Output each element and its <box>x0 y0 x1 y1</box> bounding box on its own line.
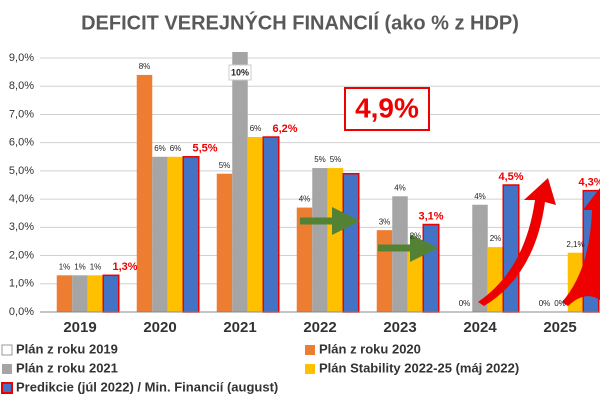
value-label: 1% <box>90 262 102 271</box>
value-label: 3% <box>379 217 391 226</box>
bar <box>216 173 233 312</box>
x-tick-label: 2021 <box>223 319 256 336</box>
legend-swatch <box>305 364 315 374</box>
callout-box <box>344 87 430 131</box>
y-tick-label: 8,0% <box>9 80 34 92</box>
arrow <box>562 188 600 306</box>
y-tick-label: 3,0% <box>9 221 34 233</box>
legend-swatch <box>2 364 12 374</box>
label-box <box>228 64 252 81</box>
legend-label: Plán z roku 2021 <box>16 360 118 375</box>
legend-swatch <box>1 382 13 394</box>
bar <box>232 52 248 312</box>
legend-swatch <box>305 345 315 355</box>
value-label: 6% <box>170 144 182 153</box>
value-label: 6% <box>250 124 262 133</box>
bar <box>182 156 200 313</box>
bar <box>167 156 184 312</box>
value-label: 4,5% <box>498 171 523 183</box>
bar <box>312 168 328 312</box>
y-tick-label: 9,0% <box>9 52 34 64</box>
bar <box>247 137 264 312</box>
x-tick-label: 2020 <box>143 319 176 336</box>
y-tick-label: 0,0% <box>9 306 34 318</box>
bar <box>422 223 440 313</box>
bar <box>502 184 520 313</box>
bar <box>102 274 120 313</box>
bar <box>472 204 488 312</box>
value-label: 6,2% <box>272 123 297 135</box>
legend-label: Plán z roku 2020 <box>319 341 421 356</box>
value-label: 4% <box>299 195 311 204</box>
x-tick-label: 2024 <box>463 319 497 336</box>
y-tick-label: 1,0% <box>9 278 34 290</box>
value-label: 2% <box>410 231 422 240</box>
y-tick-label: 7,0% <box>9 108 34 120</box>
value-label: 0% <box>554 299 566 308</box>
value-label: 5,5% <box>192 143 217 155</box>
chart-title: DEFICIT VEREJNÝCH FINANCIÍ (ako % z HDP) <box>81 10 519 34</box>
bar <box>487 247 504 312</box>
x-tick-label: 2022 <box>303 319 336 336</box>
value-label: 2% <box>490 234 502 243</box>
value-label: 8% <box>139 62 151 71</box>
y-tick-label: 4,0% <box>9 193 34 205</box>
value-label: 2,1% <box>566 240 584 249</box>
bar <box>262 136 280 313</box>
bar <box>327 168 344 312</box>
arrow <box>478 178 556 306</box>
value-label: 4,3% <box>578 177 600 189</box>
value-label: 4% <box>474 192 486 201</box>
bar <box>376 230 393 312</box>
y-tick-label: 6,0% <box>9 137 34 149</box>
bar <box>87 275 104 312</box>
bar <box>407 244 424 312</box>
value-label: 4% <box>394 183 406 192</box>
value-label: 5% <box>219 161 231 170</box>
value-label: 1,3% <box>112 261 137 273</box>
value-label: 4,9% <box>355 92 419 123</box>
bar <box>342 172 360 313</box>
plot-area <box>40 52 600 313</box>
legend-swatch <box>1 344 13 356</box>
value-label: 5% <box>330 155 342 164</box>
value-label: 1% <box>74 262 86 271</box>
x-tick-label: 2023 <box>383 319 416 336</box>
legend-label: Plán z roku 2019 <box>16 341 118 356</box>
value-label: 10% <box>231 67 249 77</box>
value-label: 0% <box>539 299 551 308</box>
y-tick-label: 5,0% <box>9 165 34 177</box>
bar <box>392 196 408 312</box>
bar <box>296 207 313 312</box>
x-tick-label: 2025 <box>543 319 576 336</box>
value-label: 6% <box>154 144 166 153</box>
bar <box>152 156 168 312</box>
y-tick-label: 2,0% <box>9 249 34 261</box>
legend-label: Predikcie (júl 2022) / Min. Financií (au… <box>16 379 278 394</box>
bar <box>56 275 73 312</box>
bar <box>72 275 88 312</box>
value-label: 0% <box>459 299 471 308</box>
value-label: 3,1% <box>418 210 443 222</box>
legend-label: Plán Stability 2022-25 (máj 2022) <box>319 360 519 375</box>
value-label: 1% <box>59 262 71 271</box>
x-tick-label: 2019 <box>63 319 96 336</box>
bar <box>136 74 153 312</box>
value-label: 5% <box>314 155 326 164</box>
